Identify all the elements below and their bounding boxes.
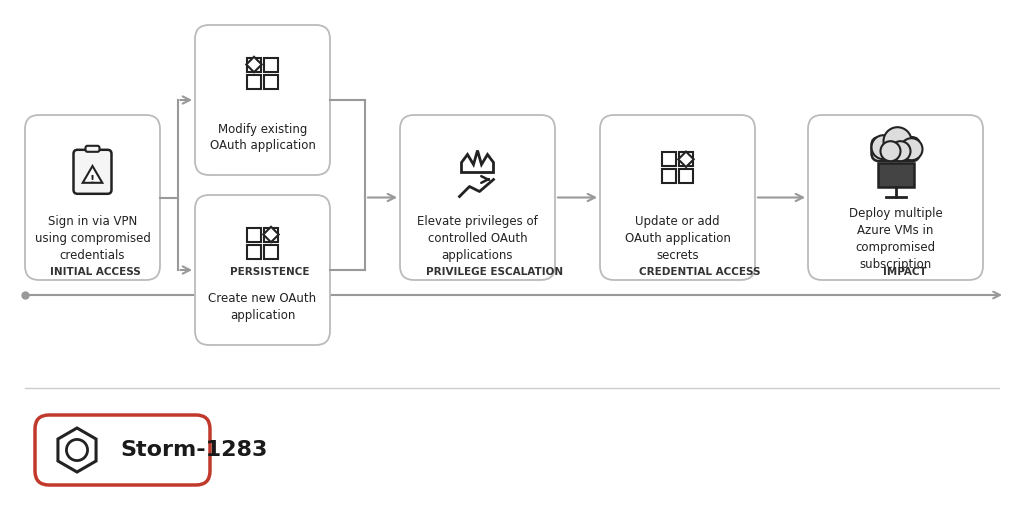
Text: !: !: [90, 175, 95, 185]
Text: Create new OAuth
application: Create new OAuth application: [209, 293, 316, 323]
FancyBboxPatch shape: [662, 169, 676, 183]
FancyBboxPatch shape: [662, 152, 676, 166]
FancyBboxPatch shape: [878, 163, 913, 187]
FancyBboxPatch shape: [35, 415, 210, 485]
Polygon shape: [247, 57, 262, 72]
Text: Sign in via VPN
using compromised
credentials: Sign in via VPN using compromised creden…: [35, 215, 151, 262]
FancyBboxPatch shape: [195, 25, 330, 175]
Polygon shape: [83, 166, 102, 183]
Text: Modify existing
OAuth application: Modify existing OAuth application: [210, 122, 315, 152]
FancyBboxPatch shape: [679, 152, 693, 166]
Text: PERSISTENCE: PERSISTENCE: [230, 267, 309, 277]
FancyBboxPatch shape: [679, 169, 693, 183]
Circle shape: [871, 135, 896, 159]
Circle shape: [884, 127, 911, 155]
Text: Update or add
OAuth application
secrets: Update or add OAuth application secrets: [625, 215, 730, 262]
Circle shape: [900, 138, 923, 160]
FancyBboxPatch shape: [247, 227, 261, 241]
FancyBboxPatch shape: [400, 115, 555, 280]
FancyBboxPatch shape: [247, 244, 261, 258]
FancyBboxPatch shape: [264, 75, 278, 89]
Text: Elevate privileges of
controlled OAuth
applications: Elevate privileges of controlled OAuth a…: [417, 215, 538, 262]
Text: INITIAL ACCESS: INITIAL ACCESS: [49, 267, 140, 277]
FancyBboxPatch shape: [264, 57, 278, 71]
Circle shape: [881, 141, 900, 161]
FancyBboxPatch shape: [195, 195, 330, 345]
Text: PRIVILEGE ESCALATION: PRIVILEGE ESCALATION: [426, 267, 563, 277]
Text: IMPACT: IMPACT: [883, 267, 927, 277]
FancyBboxPatch shape: [264, 227, 278, 241]
Polygon shape: [678, 152, 693, 167]
Text: Deploy multiple
Azure VMs in
compromised
subscription: Deploy multiple Azure VMs in compromised…: [849, 207, 942, 271]
FancyBboxPatch shape: [264, 244, 278, 258]
FancyBboxPatch shape: [247, 57, 261, 71]
FancyBboxPatch shape: [600, 115, 755, 280]
FancyBboxPatch shape: [808, 115, 983, 280]
FancyBboxPatch shape: [247, 75, 261, 89]
FancyBboxPatch shape: [85, 146, 99, 152]
Circle shape: [891, 141, 910, 161]
Polygon shape: [263, 227, 279, 242]
FancyBboxPatch shape: [871, 137, 920, 161]
FancyBboxPatch shape: [74, 150, 112, 194]
Text: CREDENTIAL ACCESS: CREDENTIAL ACCESS: [639, 267, 761, 277]
Text: Storm-1283: Storm-1283: [120, 440, 267, 460]
FancyBboxPatch shape: [25, 115, 160, 280]
